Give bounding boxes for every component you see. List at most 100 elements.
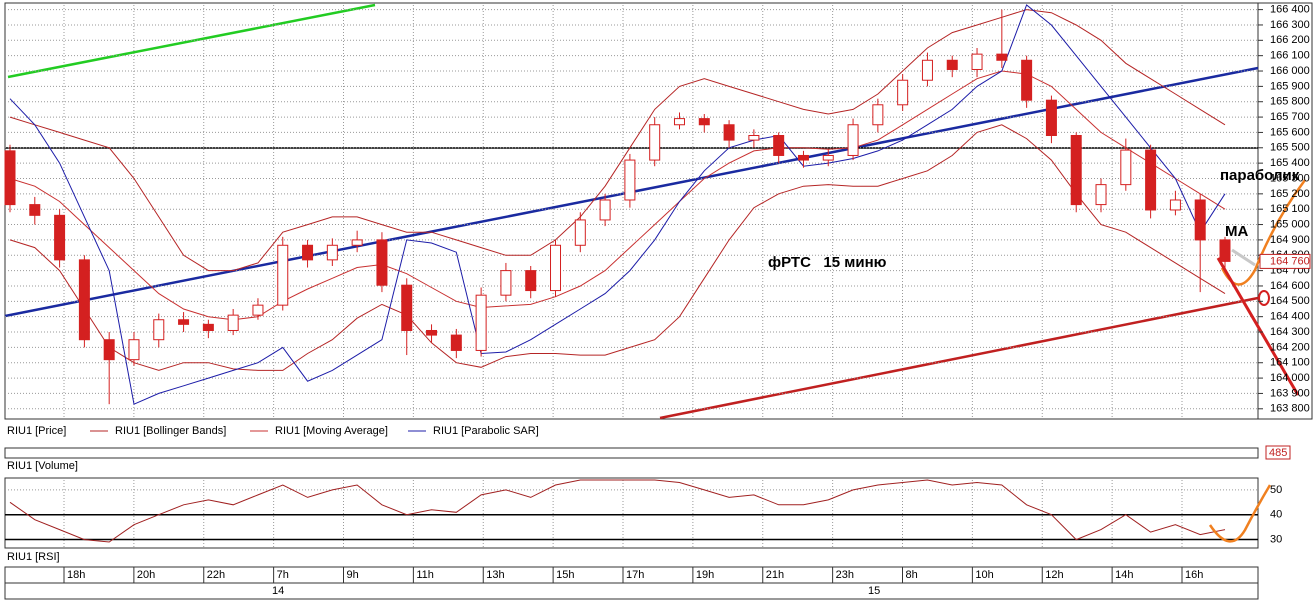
vertical-grid — [63, 5, 1183, 547]
candle-body — [54, 214, 66, 261]
candle-body — [1021, 59, 1033, 101]
y-tick-label: 165 000 — [1270, 218, 1310, 230]
candle-body — [872, 104, 884, 126]
y-tick-label: 166 400 — [1270, 4, 1310, 16]
candle-body — [1120, 149, 1132, 186]
candle-body — [103, 339, 115, 361]
candle-body — [326, 244, 338, 261]
candle-body — [376, 239, 388, 286]
y-tick-label: 165 300 — [1270, 172, 1310, 184]
x-tick-label: 16h — [1185, 569, 1203, 581]
plot — [4, 4, 1258, 543]
last-price-badge — [1259, 253, 1311, 269]
x-tick-label: 7h — [277, 569, 289, 581]
candle-body — [921, 59, 933, 81]
forecast-arrow — [1216, 257, 1300, 396]
y-tick-label: 30 — [1270, 533, 1282, 545]
date-label: 14 — [272, 585, 284, 597]
y-tick-label: 164 000 — [1270, 372, 1310, 384]
annotation: параболик — [1220, 167, 1300, 184]
candle-body — [946, 59, 958, 70]
price-panel — [4, 2, 1259, 420]
x-tick-label: 23h — [836, 569, 854, 581]
trend-line — [7, 3, 376, 79]
y-tick-label: 164 500 — [1270, 295, 1310, 307]
y-tick-label: 165 100 — [1270, 203, 1310, 215]
y-tick-label: 163 800 — [1270, 403, 1310, 415]
candle-body — [797, 154, 809, 161]
legend-label: RIU1 [Price] — [7, 425, 66, 437]
candle-body — [673, 118, 685, 126]
y-tick-label: 164 300 — [1270, 326, 1310, 338]
trend-line — [659, 296, 1259, 420]
x-tick-label: 14h — [1115, 569, 1133, 581]
candle-body — [202, 323, 214, 331]
candle-body — [426, 329, 438, 336]
y-tick-label: 165 500 — [1270, 142, 1310, 154]
y-tick-label: 166 200 — [1270, 34, 1310, 46]
candle-body — [649, 124, 661, 161]
volume-badge — [1265, 445, 1291, 460]
candle-body — [996, 53, 1008, 61]
rsi-panel — [4, 477, 1259, 549]
x-tick-label: 22h — [207, 569, 225, 581]
x-tick-label: 19h — [696, 569, 714, 581]
candle-body — [351, 239, 363, 246]
candle-body — [302, 244, 314, 261]
y-tick-label: 163 900 — [1270, 387, 1310, 399]
volume-panel — [4, 447, 1259, 459]
y-tick-label: 165 600 — [1270, 126, 1310, 138]
bollinger-lower — [9, 124, 1226, 371]
candle-body — [599, 199, 611, 221]
bollinger-upper — [9, 9, 1226, 272]
x-tick-label: 8h — [906, 569, 918, 581]
y-tick-label: 166 000 — [1270, 65, 1310, 77]
annotation: фРТС 15 миню — [768, 254, 887, 271]
candle-body — [128, 339, 140, 361]
candle-body — [971, 53, 983, 70]
candle-body — [624, 159, 636, 201]
candle-body — [252, 304, 264, 316]
candle-body — [1219, 239, 1231, 262]
y-tick-label: 164 400 — [1270, 311, 1310, 323]
x-tick-label: 11h — [416, 569, 434, 581]
candle-body — [78, 259, 90, 341]
candle-body — [574, 219, 586, 246]
ma-projection — [1231, 248, 1256, 267]
y-tick-label: 165 800 — [1270, 96, 1310, 108]
annotation: MA — [1225, 223, 1248, 240]
x-tick-label: 9h — [347, 569, 359, 581]
x-tick-label: 10h — [975, 569, 993, 581]
y-tick-label: 165 900 — [1270, 80, 1310, 92]
y-tick-label: 165 200 — [1270, 188, 1310, 200]
volume-value: 485 — [1269, 447, 1287, 459]
y-tick-label: 164 600 — [1270, 280, 1310, 292]
rsi-line — [9, 479, 1226, 543]
y-tick-label: 164 900 — [1270, 234, 1310, 246]
x-tick-label: 17h — [626, 569, 644, 581]
candle-body — [773, 135, 785, 156]
candle-body — [475, 294, 487, 351]
candle-body — [1169, 199, 1181, 211]
y-tick-label: 165 700 — [1270, 111, 1310, 123]
candle-body — [550, 244, 562, 292]
candle-body — [178, 319, 190, 325]
legend-label: RIU1 [Moving Average] — [275, 425, 388, 437]
x-tick-label: 21h — [766, 569, 784, 581]
candle-body — [897, 79, 909, 106]
y-tick-label: 164 200 — [1270, 341, 1310, 353]
rsi-title: RIU1 [RSI] — [7, 551, 60, 563]
x-tick-label: 13h — [486, 569, 504, 581]
x-tick-label: 18h — [67, 569, 85, 581]
candle-body — [847, 124, 859, 156]
y-tick-label: 50 — [1270, 484, 1282, 496]
candle-body — [525, 270, 537, 292]
candle-body — [227, 314, 239, 331]
target-mark — [1258, 290, 1270, 306]
x-tick-label: 12h — [1045, 569, 1063, 581]
parabolic-sar — [9, 4, 1226, 405]
candle-body — [822, 154, 834, 161]
candle-body — [29, 204, 41, 216]
